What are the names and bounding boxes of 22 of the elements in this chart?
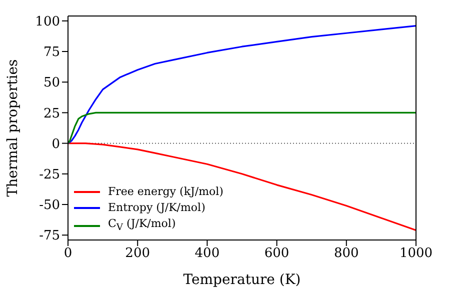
legend-label: Free energy (kJ/mol) [108, 184, 224, 200]
y-tick-label: 25 [43, 106, 60, 122]
line-series [68, 24, 416, 144]
y-tick-label: 50 [43, 76, 60, 91]
y-axis-title: Thermal properties [4, 59, 21, 197]
line-series [68, 142, 416, 232]
y-tick-label: 100 [35, 14, 60, 30]
x-tick-label: 0 [64, 246, 72, 262]
y-tick-label: 75 [43, 45, 60, 60]
x-tick-label: 800 [334, 246, 359, 262]
line-series [68, 112, 416, 144]
y-tick-label: -75 [39, 228, 60, 244]
legend-label: Entropy (J/K/mol) [108, 200, 206, 216]
y-tick-label: 0 [52, 136, 60, 152]
y-tick-label: -50 [39, 198, 60, 214]
x-tick-label: 600 [264, 246, 290, 262]
x-tick-label: 400 [194, 246, 220, 262]
legend-label: C$_{V}$ (J/K/mol) [108, 216, 176, 235]
x-axis-title: Temperature (K) [183, 272, 301, 288]
x-tick-label: 200 [125, 246, 150, 262]
x-tick-label: 1000 [399, 246, 433, 262]
y-tick-label: -25 [39, 168, 60, 183]
